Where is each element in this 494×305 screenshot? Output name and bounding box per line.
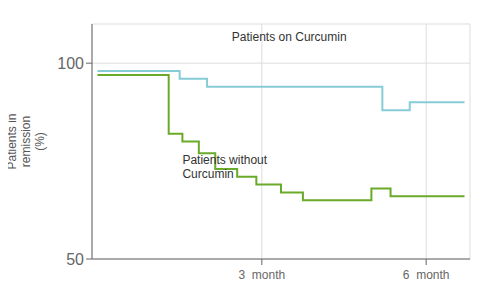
svg-text:100: 100 (57, 55, 84, 72)
svg-text:Patients on Curcumin: Patients on Curcumin (232, 30, 347, 44)
svg-text:50: 50 (66, 251, 84, 268)
svg-text:Patients withoutCurcumin: Patients withoutCurcumin (182, 153, 267, 181)
svg-text:Patients inremission(%): Patients inremission(%) (8, 113, 47, 169)
svg-text:6 month: 6 month (403, 268, 450, 282)
svg-text:3 month: 3 month (238, 268, 285, 282)
